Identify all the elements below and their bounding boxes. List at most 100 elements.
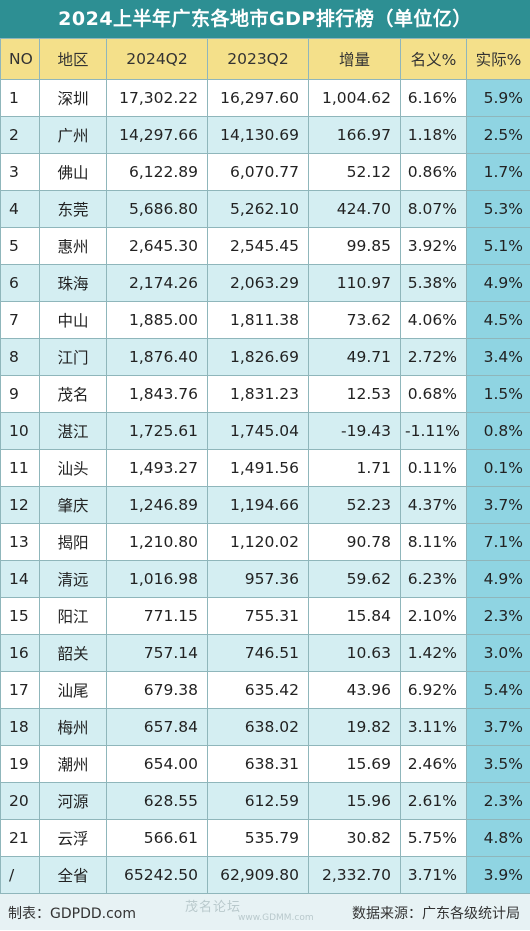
cell-increase: 59.62 (308, 560, 401, 598)
cell-increase: 2,332.70 (308, 856, 401, 894)
cell-real-growth: 2.3% (466, 782, 530, 820)
cell-region: 深圳 (39, 79, 107, 117)
cell-gdp-2023q2: 1,831.23 (207, 375, 309, 413)
cell-nominal-growth: 4.37% (400, 486, 467, 524)
cell-gdp-2023q2: 2,063.29 (207, 264, 309, 302)
cell-gdp-2023q2: 14,130.69 (207, 116, 309, 154)
cell-gdp-2023q2: 1,120.02 (207, 523, 309, 561)
cell-real-growth: 4.9% (466, 560, 530, 598)
page-title: 2024上半年广东各地市GDP排行榜（单位亿） (0, 0, 530, 38)
cell-no: 6 (0, 264, 40, 302)
cell-increase: 15.69 (308, 745, 401, 783)
cell-no: 13 (0, 523, 40, 561)
cell-gdp-2024q2: 1,843.76 (106, 375, 208, 413)
cell-real-growth: 0.8% (466, 412, 530, 450)
cell-nominal-growth: 2.10% (400, 597, 467, 635)
cell-increase: 49.71 (308, 338, 401, 376)
cell-increase: 424.70 (308, 190, 401, 228)
cell-no: / (0, 856, 40, 894)
cell-region: 清远 (39, 560, 107, 598)
cell-no: 17 (0, 671, 40, 709)
table-row: 17 汕尾 679.38 635.42 43.96 6.92% 5.4% (0, 671, 530, 709)
cell-no: 11 (0, 449, 40, 487)
watermark-logo: 茂名论坛 (185, 900, 242, 915)
table-row: 10 湛江 1,725.61 1,745.04 -19.43 -1.11% 0.8% (0, 412, 530, 450)
cell-increase: 15.84 (308, 597, 401, 635)
table-row: 9 茂名 1,843.76 1,831.23 12.53 0.68% 1.5% (0, 375, 530, 413)
cell-real-growth: 4.5% (466, 301, 530, 339)
cell-gdp-2023q2: 1,811.38 (207, 301, 309, 339)
header-2023q2: 2023Q2 (207, 38, 309, 80)
cell-increase: -19.43 (308, 412, 401, 450)
table-row: 3 佛山 6,122.89 6,070.77 52.12 0.86% 1.7% (0, 153, 530, 191)
cell-nominal-growth: 0.11% (400, 449, 467, 487)
cell-increase: 12.53 (308, 375, 401, 413)
cell-gdp-2023q2: 638.31 (207, 745, 309, 783)
cell-real-growth: 5.9% (466, 79, 530, 117)
cell-region: 江门 (39, 338, 107, 376)
cell-real-growth: 5.4% (466, 671, 530, 709)
cell-no: 19 (0, 745, 40, 783)
gdp-table: NO 地区 2024Q2 2023Q2 增量 名义% 实际% 1 深圳 17,302… (0, 38, 530, 894)
cell-gdp-2024q2: 5,686.80 (106, 190, 208, 228)
cell-gdp-2024q2: 1,885.00 (106, 301, 208, 339)
cell-nominal-growth: 6.92% (400, 671, 467, 709)
footer: 制表：GDPDD.com 茂名论坛 www.GDMM.com 数据来源：广东各级… (0, 894, 530, 930)
cell-no: 2 (0, 116, 40, 154)
cell-increase: 73.62 (308, 301, 401, 339)
cell-increase: 1,004.62 (308, 79, 401, 117)
cell-gdp-2023q2: 746.51 (207, 634, 309, 672)
cell-nominal-growth: 6.23% (400, 560, 467, 598)
cell-gdp-2024q2: 566.61 (106, 819, 208, 857)
watermark-url: www.GDMM.com (238, 913, 314, 923)
table-row: 16 韶关 757.14 746.51 10.63 1.42% 3.0% (0, 634, 530, 672)
cell-gdp-2023q2: 1,826.69 (207, 338, 309, 376)
cell-increase: 1.71 (308, 449, 401, 487)
cell-increase: 19.82 (308, 708, 401, 746)
cell-nominal-growth: 5.75% (400, 819, 467, 857)
cell-real-growth: 0.1% (466, 449, 530, 487)
table-row: 8 江门 1,876.40 1,826.69 49.71 2.72% 3.4% (0, 338, 530, 376)
cell-gdp-2024q2: 657.84 (106, 708, 208, 746)
cell-nominal-growth: 0.68% (400, 375, 467, 413)
cell-gdp-2024q2: 1,876.40 (106, 338, 208, 376)
cell-real-growth: 3.7% (466, 708, 530, 746)
table-row: 19 潮州 654.00 638.31 15.69 2.46% 3.5% (0, 745, 530, 783)
cell-region: 潮州 (39, 745, 107, 783)
cell-no: 15 (0, 597, 40, 635)
cell-no: 4 (0, 190, 40, 228)
cell-gdp-2024q2: 1,725.61 (106, 412, 208, 450)
cell-region: 湛江 (39, 412, 107, 450)
cell-gdp-2024q2: 2,645.30 (106, 227, 208, 265)
header-2024q2: 2024Q2 (106, 38, 208, 80)
cell-nominal-growth: 3.71% (400, 856, 467, 894)
cell-region: 梅州 (39, 708, 107, 746)
table-row: 7 中山 1,885.00 1,811.38 73.62 4.06% 4.5% (0, 301, 530, 339)
cell-increase: 99.85 (308, 227, 401, 265)
table-row: 6 珠海 2,174.26 2,063.29 110.97 5.38% 4.9% (0, 264, 530, 302)
cell-region: 肇庆 (39, 486, 107, 524)
table-row: 1 深圳 17,302.22 16,297.60 1,004.62 6.16% 5.9% (0, 79, 530, 117)
table-row: 4 东莞 5,686.80 5,262.10 424.70 8.07% 5.3% (0, 190, 530, 228)
cell-nominal-growth: 2.46% (400, 745, 467, 783)
cell-no: 21 (0, 819, 40, 857)
cell-gdp-2023q2: 1,194.66 (207, 486, 309, 524)
cell-increase: 10.63 (308, 634, 401, 672)
cell-gdp-2024q2: 17,302.22 (106, 79, 208, 117)
cell-region: 汕头 (39, 449, 107, 487)
cell-no: 18 (0, 708, 40, 746)
cell-increase: 110.97 (308, 264, 401, 302)
cell-nominal-growth: 8.11% (400, 523, 467, 561)
cell-gdp-2023q2: 957.36 (207, 560, 309, 598)
cell-increase: 15.96 (308, 782, 401, 820)
cell-gdp-2023q2: 1,491.56 (207, 449, 309, 487)
cell-increase: 166.97 (308, 116, 401, 154)
cell-gdp-2023q2: 62,909.80 (207, 856, 309, 894)
cell-gdp-2023q2: 755.31 (207, 597, 309, 635)
cell-region: 阳江 (39, 597, 107, 635)
cell-gdp-2024q2: 1,493.27 (106, 449, 208, 487)
cell-region: 茂名 (39, 375, 107, 413)
cell-gdp-2023q2: 5,262.10 (207, 190, 309, 228)
table-row: 14 清远 1,016.98 957.36 59.62 6.23% 4.9% (0, 560, 530, 598)
table-row: / 全省 65242.50 62,909.80 2,332.70 3.71% 3.9% (0, 856, 530, 894)
